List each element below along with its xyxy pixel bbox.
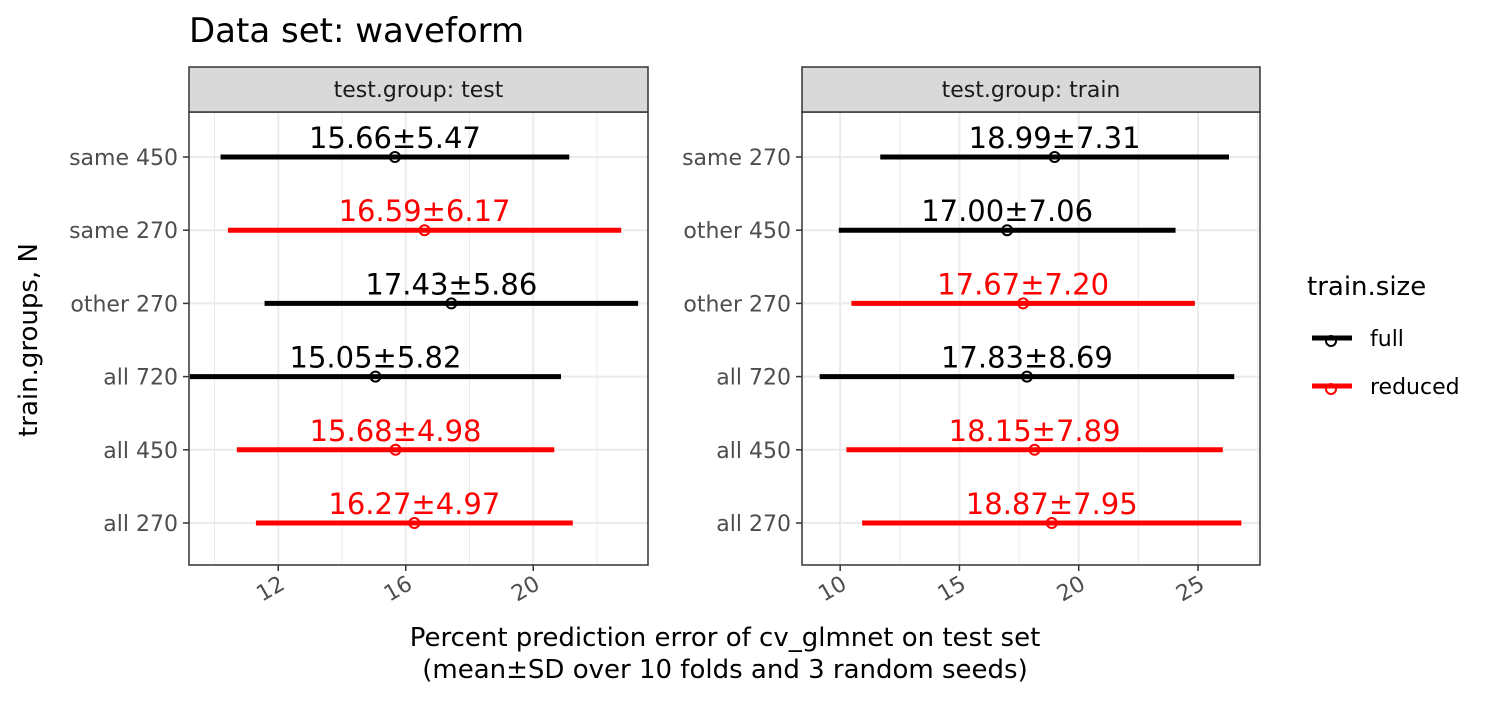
x-tick-label: 25 — [1172, 572, 1209, 608]
data-label: 17.43±5.86 — [365, 267, 537, 301]
facet-panel-1: 15.66±5.47 16.59±6.17 17.43±5.86 15.05±5.82… — [69, 66, 649, 608]
legend-label: reduced — [1370, 375, 1460, 400]
data-label: 16.27±4.97 — [328, 487, 500, 521]
legend-key-point — [1325, 383, 1337, 395]
mean-point — [408, 517, 421, 529]
data-label: 15.68±4.98 — [310, 414, 482, 448]
legend-key-point — [1325, 335, 1337, 347]
legend-title: train.size — [1307, 272, 1426, 302]
x-tick-label: 16 — [380, 572, 417, 608]
mean-point — [1048, 151, 1061, 163]
legend-label: full — [1370, 327, 1404, 352]
x-tick-label: 12 — [253, 572, 290, 608]
facet-panels: 15.66±5.47 16.59±6.17 17.43±5.86 15.05±5.82… — [69, 66, 1261, 608]
data-label: 15.05±5.82 — [290, 341, 462, 375]
mean-point — [1001, 224, 1014, 237]
y-tick-label: same 270 — [682, 146, 791, 171]
y-tick-label: all 450 — [103, 439, 178, 464]
data-label: 17.83±8.69 — [941, 341, 1113, 375]
y-tick-label: same 450 — [69, 146, 178, 171]
panel-background — [189, 112, 648, 565]
mean-point — [369, 370, 382, 383]
facet-strip-label: test.group: train — [942, 78, 1121, 103]
mean-point — [1045, 517, 1058, 529]
data-label: 17.00±7.06 — [921, 194, 1093, 228]
x-axis-label-line2: (mean±SD over 10 folds and 3 random seed… — [422, 655, 1027, 685]
facet-strip — [801, 66, 1261, 113]
mean-point — [445, 297, 458, 310]
y-tick-label: all 720 — [103, 366, 178, 391]
x-tick-label: 20 — [1053, 572, 1090, 608]
data-label: 17.67±7.20 — [937, 267, 1109, 301]
data-label: 18.87±7.95 — [966, 487, 1138, 521]
chart-title: Data set: waveform — [189, 11, 524, 51]
facet-panel-2: 18.99±7.31 17.00±7.06 17.67±7.20 17.83±8.69… — [682, 66, 1261, 608]
x-tick-label: 10 — [814, 572, 851, 608]
mean-point — [1028, 443, 1041, 456]
mean-point — [389, 443, 402, 456]
facet-strip — [188, 66, 649, 113]
mean-point — [1017, 297, 1030, 310]
legend-entry-reduced: reduced — [1312, 375, 1460, 400]
y-axis-label: train.groups, N — [14, 243, 44, 437]
mean-point — [418, 224, 431, 237]
panel-background — [802, 112, 1260, 565]
y-tick-label: all 450 — [716, 439, 791, 464]
x-tick-label: 20 — [508, 572, 545, 608]
y-tick-label: other 270 — [683, 292, 791, 317]
y-tick-label: same 270 — [69, 219, 178, 244]
y-tick-label: other 450 — [683, 219, 791, 244]
y-tick-label: all 270 — [716, 512, 791, 537]
data-label: 18.15±7.89 — [949, 414, 1121, 448]
data-label: 18.99±7.31 — [969, 121, 1141, 155]
mean-point — [388, 151, 401, 163]
legend-entry-full: full — [1312, 327, 1404, 352]
legend: train.size full reduced — [1307, 272, 1460, 400]
y-tick-label: all 720 — [716, 366, 791, 391]
mean-point — [1020, 370, 1033, 383]
facet-strip-label: test.group: test — [334, 78, 504, 103]
data-label: 15.66±5.47 — [309, 121, 481, 155]
y-tick-label: other 270 — [70, 292, 178, 317]
data-label: 16.59±6.17 — [339, 194, 511, 228]
x-tick-label: 15 — [934, 572, 971, 608]
x-axis-label-line1: Percent prediction error of cv_glmnet on… — [410, 623, 1041, 653]
y-tick-label: all 270 — [103, 512, 178, 537]
